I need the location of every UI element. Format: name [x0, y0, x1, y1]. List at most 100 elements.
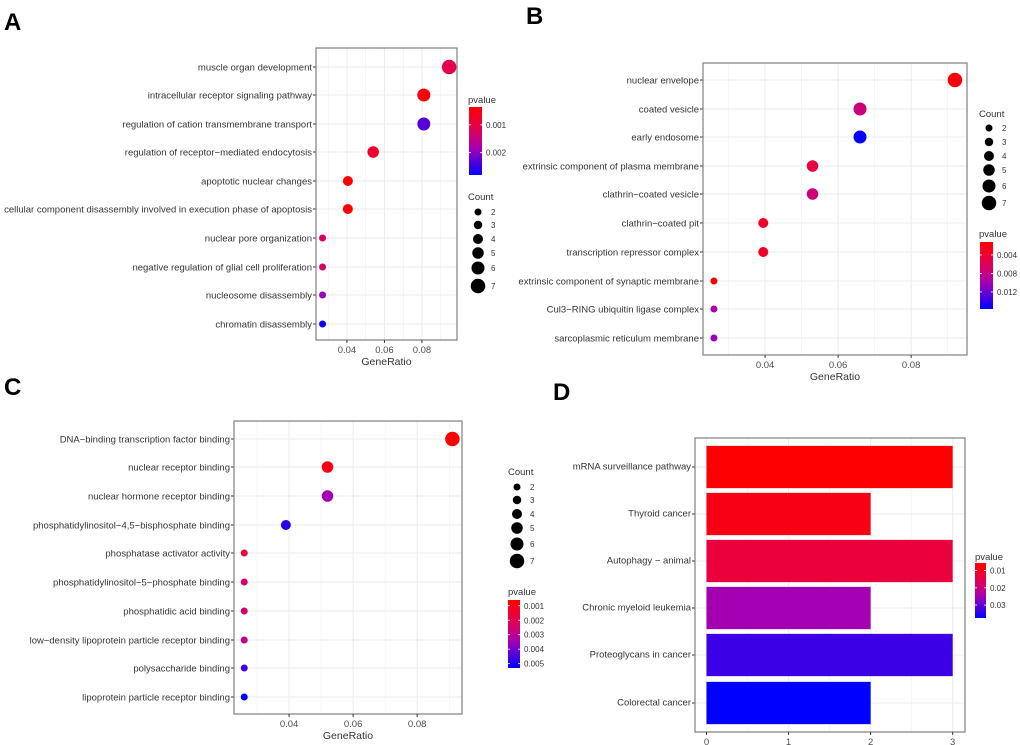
y-tick-label: mRNA surveillance pathway [573, 461, 692, 472]
bar-3 [706, 539, 953, 583]
y-tick-label: phosphatidylinositol−4,5−bisphosphate bi… [33, 520, 230, 531]
dot-7 [319, 234, 327, 242]
size-legend-label: 7 [530, 557, 535, 566]
y-tick-label: coated vesicle [639, 104, 699, 115]
panel-b: nuclear envelope coated vesicle early endo… [518, 62, 1018, 383]
bar-2 [706, 492, 871, 536]
x-tick-label: 1 [786, 737, 791, 745]
size-legend-label: 6 [491, 264, 496, 273]
dot-9 [240, 664, 248, 672]
size-legend-dot [511, 522, 523, 534]
dot-5 [342, 176, 353, 186]
size-legend-label: 2 [1002, 124, 1007, 133]
color-legend-label: 0.001 [524, 602, 545, 611]
color-legend-label: 0.02 [990, 584, 1006, 593]
size-legend-label: 4 [1002, 152, 1007, 161]
y-tick-label: phosphatidylinositol−5−phosphate binding [53, 577, 230, 588]
panel-label-c: C [4, 374, 21, 401]
x-tick-label: 0 [704, 737, 709, 745]
dot-4 [280, 520, 291, 530]
size-legend-dot [982, 179, 996, 193]
plot-frame [694, 437, 966, 733]
size-legend-label: 2 [491, 208, 496, 217]
y-tick-label: nuclear pore organization [205, 233, 312, 244]
y-tick-label: clathrin−coated vesicle [603, 189, 699, 200]
y-tick-label: nuclear hormone receptor binding [88, 491, 230, 502]
y-tick-label: cellular component disassembly involved … [4, 204, 312, 215]
size-legend-dot [984, 151, 994, 161]
y-tick-label: Cul3−RING ubiquitin ligase complex [547, 304, 700, 315]
size-legend-label: 7 [491, 282, 496, 291]
dot-10 [710, 334, 718, 342]
dot-5 [806, 188, 819, 200]
color-legend-bar [980, 242, 993, 309]
bar-5 [706, 633, 953, 677]
y-tick-label: low−density lipoprotein particle recepto… [30, 635, 230, 646]
size-legend-dot [471, 261, 485, 275]
color-legend-label: 0.002 [524, 616, 545, 625]
plot-frame [233, 420, 463, 715]
color-legend-label: 0.005 [524, 660, 545, 669]
size-legend-dot [512, 509, 522, 519]
dot-2 [321, 461, 334, 473]
y-tick-label: muscle organ development [198, 62, 312, 73]
size-legend-label: 5 [491, 249, 496, 258]
y-tick-label: Chronic myeloid leukemia [582, 602, 691, 613]
x-tick-label: 0.04 [756, 360, 775, 371]
y-tick-label: Thyroid cancer [628, 508, 691, 519]
color-legend-label: 0.03 [990, 601, 1006, 610]
dot-4 [367, 146, 379, 158]
color-legend-title: pvalue [508, 587, 536, 598]
bar-6 [706, 681, 871, 725]
y-tick-label: DNA−binding transcription factor binding [60, 434, 230, 445]
color-legend-label: 0.008 [997, 269, 1018, 278]
panel-label-d: D [553, 379, 570, 406]
y-tick-label: regulation of receptor−mediated endocyto… [125, 147, 312, 158]
size-legend-dot [984, 137, 994, 147]
size-legend-label: 5 [1002, 166, 1007, 175]
plot-background [234, 421, 462, 714]
y-tick-label: extrinsic component of synaptic membrane [518, 276, 699, 287]
dot-2 [417, 88, 431, 102]
dot-3 [417, 117, 431, 131]
size-legend-dot [985, 124, 993, 132]
x-axis-title: GeneRatio [810, 371, 860, 383]
y-tick-label: lipoprotein particle receptor binding [82, 692, 230, 703]
y-tick-label: sarcoplasmic reticulum membrane [554, 333, 699, 344]
size-legend-title: Count [979, 109, 1005, 120]
size-legend-label: 2 [530, 483, 535, 492]
dot-1 [441, 59, 457, 75]
color-legend-label: 0.01 [990, 567, 1006, 576]
y-tick-label: Autophagy − animal [607, 555, 691, 566]
dot-6 [240, 578, 248, 586]
panel-label-a: A [4, 9, 21, 36]
color-legend-label: 0.004 [524, 645, 545, 654]
x-tick-label: 2 [868, 737, 873, 745]
size-legend-label: 5 [530, 524, 535, 533]
dot-3 [853, 130, 867, 144]
x-tick-label: 0.04 [280, 719, 299, 730]
x-tick-label: 0.06 [344, 719, 363, 730]
dot-8 [319, 263, 327, 271]
color-legend-label: 0.012 [997, 288, 1018, 297]
dot-8 [710, 277, 718, 285]
dot-9 [710, 305, 718, 313]
color-legend-title: pvalue [468, 95, 496, 106]
size-legend-title: Count [508, 467, 534, 478]
dot-4 [806, 160, 819, 172]
x-tick-label: 0.08 [408, 719, 427, 730]
color-legend-bar [469, 107, 482, 175]
size-legend-label: 3 [1002, 138, 1007, 147]
dot-7 [240, 607, 248, 615]
y-tick-label: Proteoglycans in cancer [590, 649, 691, 660]
plot-background [316, 48, 457, 340]
y-tick-label: intracellular receptor signaling pathway [148, 90, 312, 101]
size-legend-label: 3 [530, 496, 535, 505]
y-tick-label: polysaccharide binding [133, 663, 230, 674]
y-tick-label: nucleosome disassembly [206, 290, 312, 301]
size-legend-label: 7 [1002, 199, 1007, 208]
size-legend-dot [981, 195, 997, 211]
color-legend-bar [508, 600, 520, 668]
color-legend-bar [975, 563, 986, 618]
